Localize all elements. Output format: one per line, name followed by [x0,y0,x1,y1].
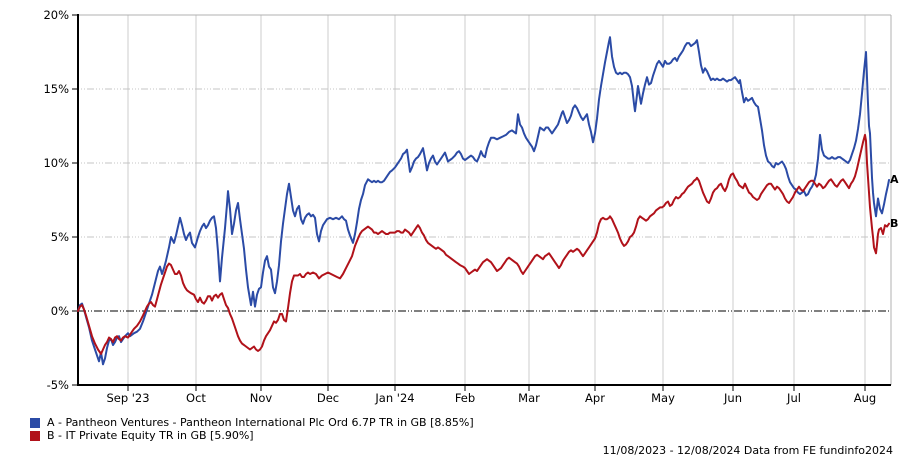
series-a-label: A - Pantheon Ventures - Pantheon Interna… [47,416,474,429]
x-tick-label: Mar [518,391,540,405]
legend: A - Pantheon Ventures - Pantheon Interna… [30,417,474,443]
x-tick-label: Sep '23 [106,391,149,405]
series-a-end-label: A [890,173,899,186]
legend-item-a: A - Pantheon Ventures - Pantheon Interna… [30,417,474,429]
x-tick-label: May [651,391,675,405]
y-tick-label: 0% [51,304,69,318]
series-a-swatch-icon [30,418,40,428]
x-tick-label: Jan '24 [374,391,414,405]
x-tick-label: Nov [250,391,273,405]
x-tick-label: Apr [585,391,605,405]
x-tick-label: Aug [854,391,876,405]
legend-item-b: B - IT Private Equity TR in GB [5.90%] [30,430,474,442]
x-tick-label: Jul [786,391,801,405]
y-tick-label: -5% [47,378,69,392]
series-b-swatch-icon [30,431,40,441]
x-tick-label: Feb [455,391,475,405]
x-tick-label: Oct [186,391,206,405]
series-b-label: B - IT Private Equity TR in GB [5.90%] [47,429,254,442]
y-tick-label: 10% [43,156,69,170]
y-tick-label: 15% [43,82,69,96]
series-b-line [77,133,890,355]
x-tick-label: Dec [317,391,339,405]
y-tick-label: 5% [51,230,69,244]
series-a-line [77,36,890,366]
x-tick-label: Jun [723,391,742,405]
series-b-end-label: B [890,217,899,230]
date-range-attribution: 11/08/2023 - 12/08/2024 Data from FE fun… [602,444,893,457]
y-tick-label: 20% [43,8,69,22]
